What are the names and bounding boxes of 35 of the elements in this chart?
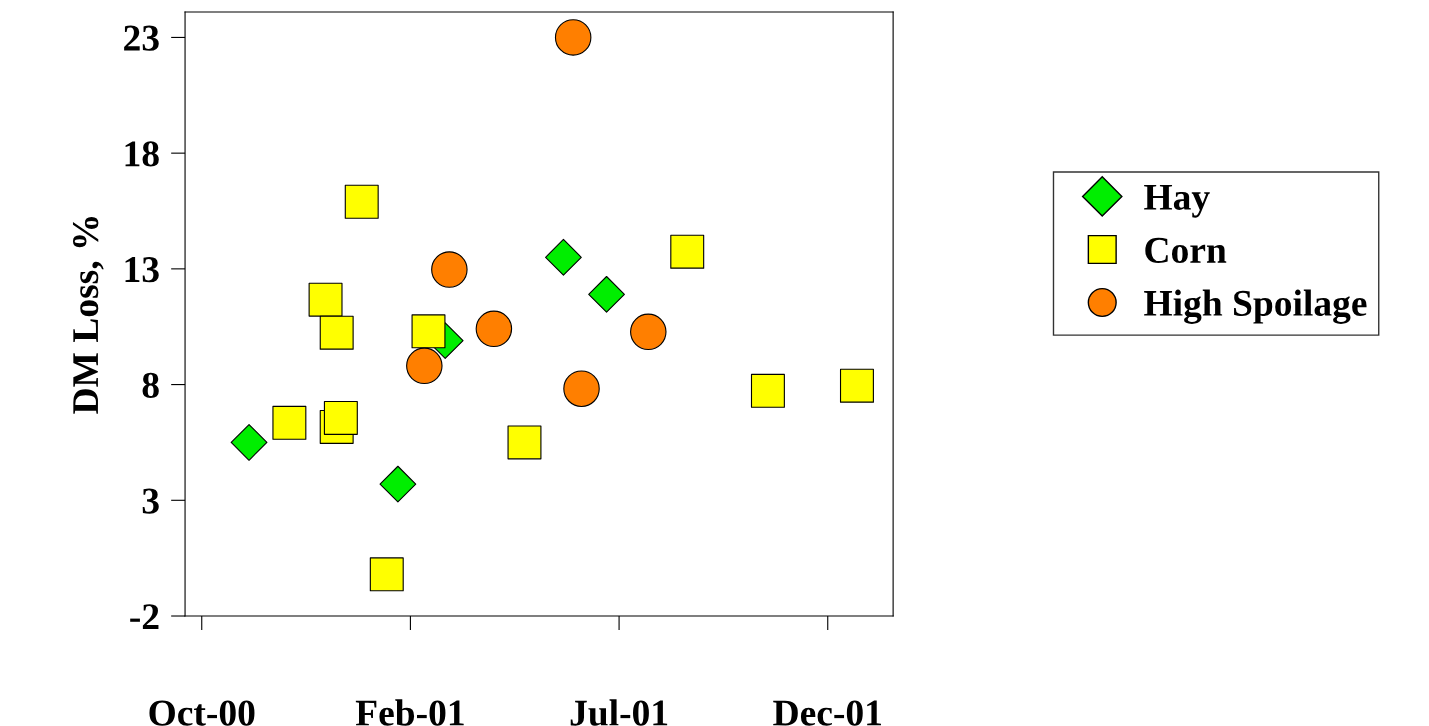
x-tick-label: Feb-01 [355, 699, 464, 726]
point [230, 424, 268, 461]
point [431, 251, 468, 288]
point [630, 313, 667, 351]
point [406, 347, 443, 385]
point [379, 465, 417, 503]
point [750, 373, 785, 408]
point [475, 310, 513, 348]
legend-label: Corn [1145, 237, 1227, 263]
y-tick-label: -2 [130, 604, 159, 630]
y-tick-label: 3 [142, 488, 159, 514]
x-tick-label: Jul-01 [570, 699, 668, 726]
point [839, 368, 874, 403]
y-tick-label: 23 [124, 25, 159, 51]
y-tick-label: 13 [125, 257, 159, 283]
point [554, 19, 592, 56]
point [507, 425, 542, 460]
y-tick-label: 8 [142, 372, 159, 398]
legend-label: High Spoilage [1144, 289, 1367, 324]
point [563, 370, 600, 408]
point [319, 315, 354, 350]
x-tick-label: Oct-00 [149, 700, 255, 726]
x-tick-label: Dec-01 [773, 700, 881, 726]
legend-label: Hay [1144, 184, 1210, 218]
point [670, 234, 705, 269]
point [369, 557, 404, 592]
y-axis-title: DM Loss, % [72, 216, 104, 414]
point [344, 184, 379, 219]
point [545, 238, 582, 276]
point [588, 275, 625, 313]
point [308, 282, 343, 317]
y-tick-label: 18 [125, 141, 159, 167]
point [272, 405, 307, 440]
point [411, 314, 446, 349]
point [323, 400, 358, 435]
